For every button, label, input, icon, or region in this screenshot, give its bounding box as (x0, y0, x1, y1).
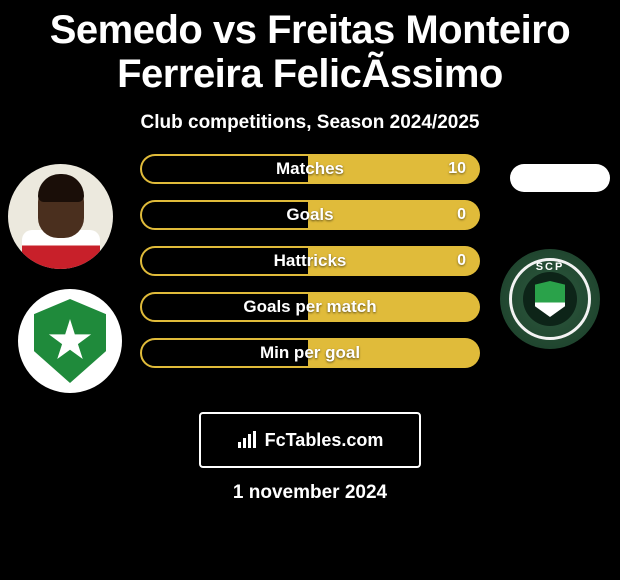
stat-row: Min per goal (140, 338, 480, 372)
club2-inner-circle (523, 272, 577, 326)
player1-hair (38, 174, 84, 202)
stat-label: Goals per match (140, 292, 480, 322)
stat-row: 0 Hattricks (140, 246, 480, 280)
stat-label: Matches (140, 154, 480, 184)
player1-club-badge (18, 289, 122, 393)
player2-avatar-placeholder (510, 164, 610, 192)
stat-label: Goals (140, 200, 480, 230)
bar-chart-icon (237, 431, 259, 449)
footer-site-badge: FcTables.com (199, 412, 421, 468)
page-title: Semedo vs Freitas Monteiro Ferreira Feli… (0, 0, 620, 96)
player1-avatar (8, 164, 113, 269)
player2-club-badge: SCP (500, 249, 600, 349)
page-subtitle: Club competitions, Season 2024/2025 (0, 112, 620, 134)
stat-row: 10 Matches (140, 154, 480, 188)
footer-site-text: FcTables.com (265, 430, 384, 451)
stat-row: Goals per match (140, 292, 480, 326)
club2-shield-icon (535, 281, 565, 317)
comparison-area: SCP 10 Matches 0 Goals 0 Hattricks (0, 154, 620, 394)
stat-label: Hattricks (140, 246, 480, 276)
stat-row: 0 Goals (140, 200, 480, 234)
footer-date: 1 november 2024 (0, 482, 620, 504)
stat-label: Min per goal (140, 338, 480, 368)
stat-bars: 10 Matches 0 Goals 0 Hattricks Goals per… (140, 154, 480, 384)
